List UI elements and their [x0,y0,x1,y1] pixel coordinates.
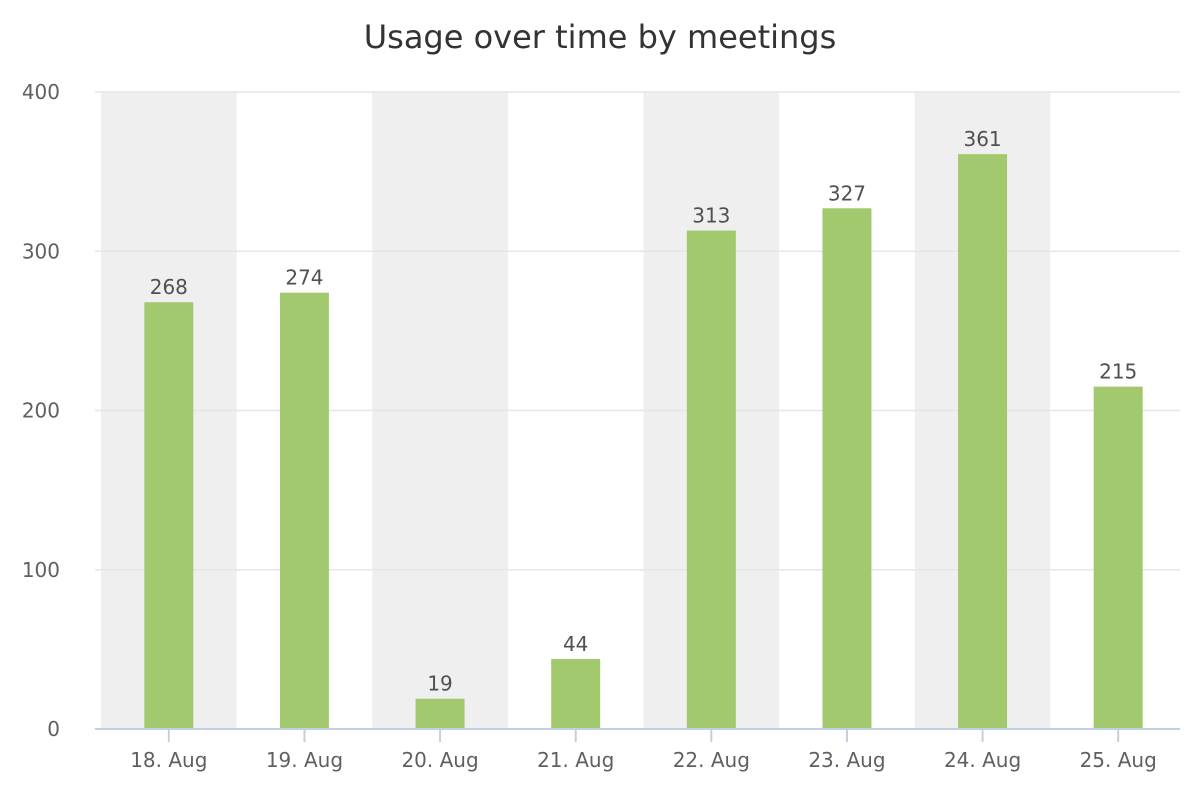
bar [279,292,329,729]
bar [415,698,465,729]
x-tick-label: 23. Aug [808,748,885,772]
x-tick-label: 25. Aug [1080,748,1157,772]
y-tick-label: 0 [47,717,60,741]
x-tick-label: 18. Aug [130,748,207,772]
y-tick-label: 400 [22,80,60,104]
y-tick-label: 200 [22,399,60,423]
data-label: 274 [285,266,323,290]
y-tick-label: 100 [22,558,60,582]
data-label: 327 [828,181,866,205]
x-tick-label: 24. Aug [944,748,1021,772]
data-label: 268 [150,275,188,299]
axes [95,728,1180,742]
labels: 0 100 200 300 400 18. Aug 268 19. Aug 274 20. Aug… [22,80,1157,772]
bar [686,230,736,730]
chart-title: Usage over time by meetings [363,18,837,56]
data-label: 44 [563,632,588,656]
y-tick-label: 300 [22,239,60,263]
bar [958,154,1008,730]
bars [144,154,1143,730]
data-label: 313 [692,204,730,228]
bar [551,658,601,729]
x-tick-label: 22. Aug [673,748,750,772]
bar [1093,386,1143,729]
data-label: 215 [1099,360,1137,384]
x-tick-label: 19. Aug [266,748,343,772]
data-label: 361 [963,127,1001,151]
bar [822,208,872,729]
data-label: 19 [427,672,452,696]
x-tick-label: 20. Aug [401,748,478,772]
x-tick-label: 21. Aug [537,748,614,772]
bar [144,302,194,729]
